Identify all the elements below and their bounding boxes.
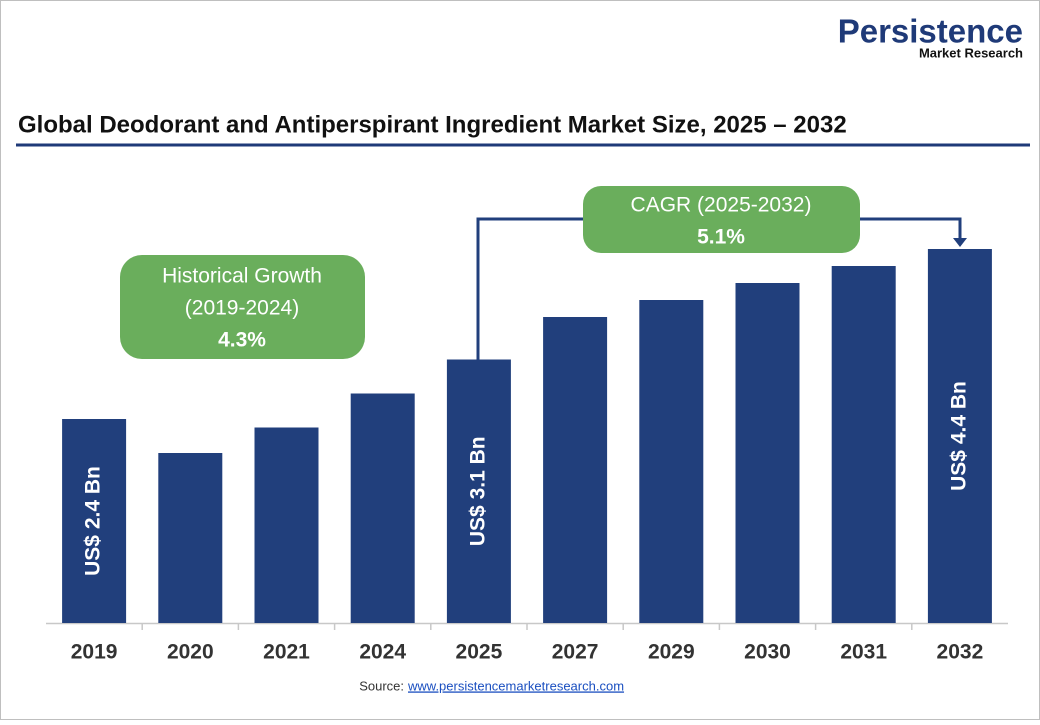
annotation-text: Historical Growth [162,265,322,288]
cagr-box [583,186,860,253]
annotation-value: 5.1% [697,226,745,249]
x-tick-label: 2029 [648,641,695,664]
bar [254,427,319,623]
bar [735,283,800,623]
x-tick-label: 2030 [744,641,791,664]
connector [476,217,962,374]
bar [543,317,608,623]
bar [350,393,415,623]
x-tick-label: 2020 [167,641,214,664]
annotation-text: CAGR (2025-2032) [631,194,812,217]
source-link[interactable]: www.persistencemarketresearch.com [407,678,624,693]
x-tick-label: 2025 [456,641,503,664]
value-label: US$ 2.4 Bn [82,466,105,576]
bar [446,359,511,623]
bar [927,249,992,623]
x-tick-label: 2024 [359,641,406,664]
bar [831,266,896,623]
bar [158,453,223,623]
value-label: US$ 3.1 Bn [466,436,489,546]
annotation-value: 4.3% [218,329,266,352]
logo-name: Persistence [838,13,1023,50]
chart-title: Global Deodorant and Antiperspirant Ingr… [18,111,847,138]
annotation-text: (2019-2024) [185,297,299,320]
source-label: Source: [359,678,404,693]
x-tick-label: 2019 [71,641,118,664]
value-label: US$ 4.4 Bn [947,381,970,491]
x-tick-label: 2021 [263,641,310,664]
arrow-head [953,238,967,247]
x-tick-label: 2032 [937,641,984,664]
x-tick-label: 2027 [552,641,599,664]
x-tick-label: 2031 [840,641,887,664]
logo-tagline: Market Research [919,45,1023,60]
historical-box [120,255,365,359]
bar [639,300,704,623]
bar [62,419,127,623]
